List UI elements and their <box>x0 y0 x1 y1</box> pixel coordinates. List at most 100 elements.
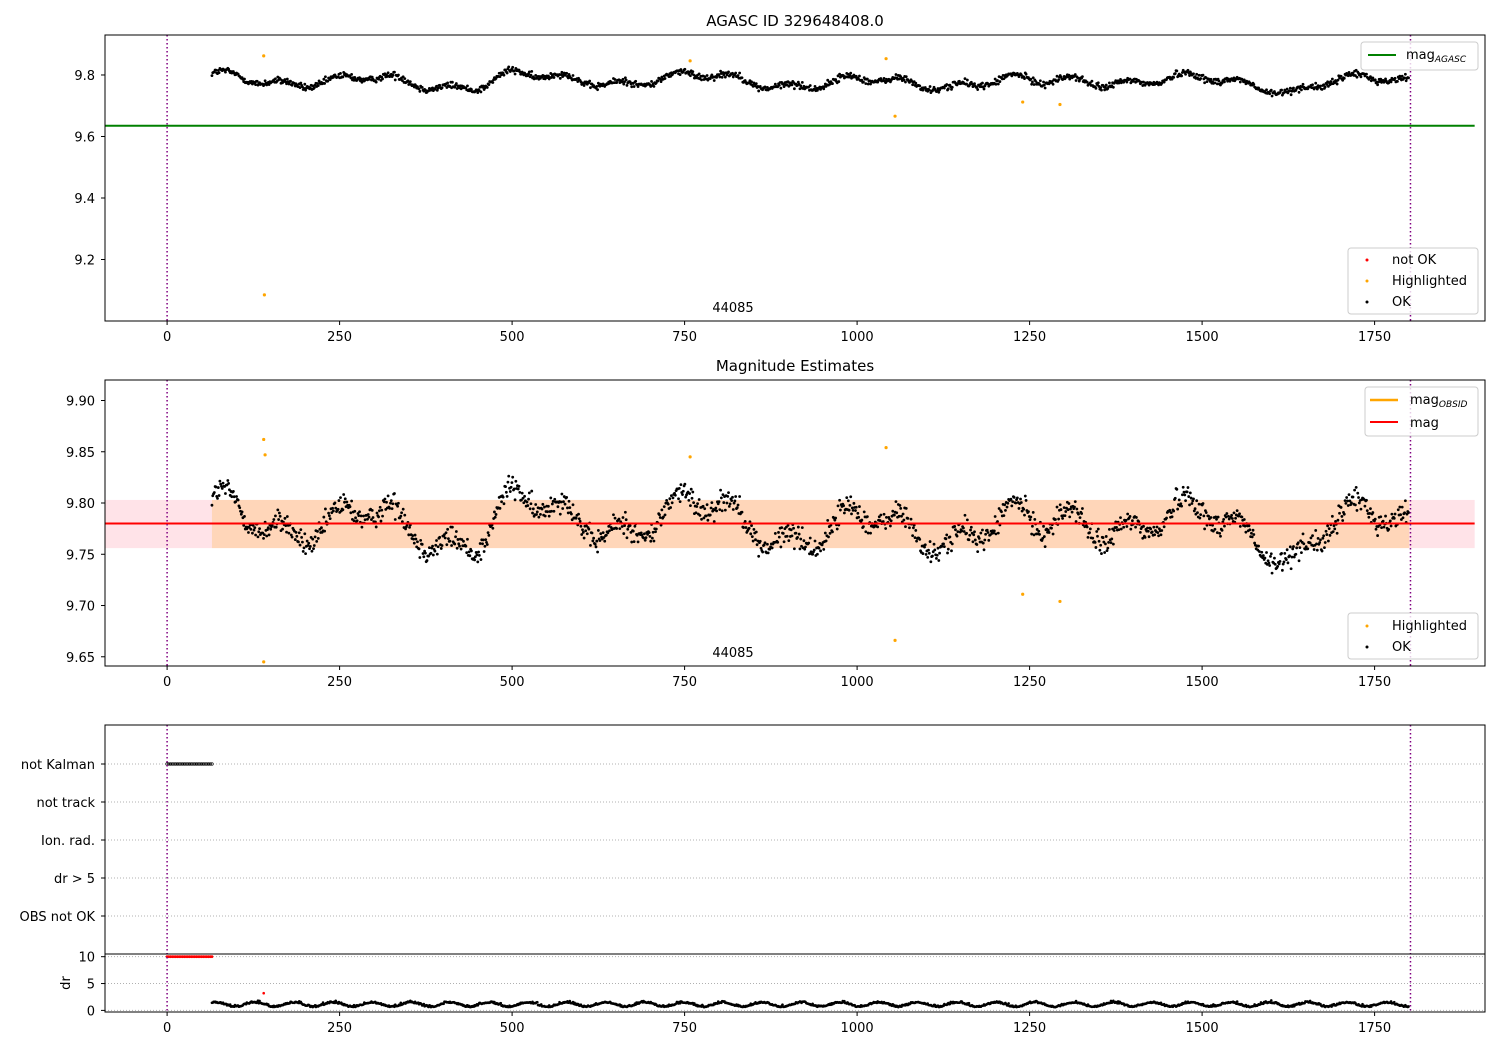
ok-point <box>1292 545 1295 548</box>
ok-point <box>313 535 317 539</box>
ok-point <box>862 80 865 84</box>
ok-point <box>258 527 261 531</box>
ok-point <box>1357 501 1361 505</box>
ok-point <box>1058 503 1062 507</box>
ok-point <box>651 530 655 534</box>
ok-point <box>324 507 327 511</box>
ok-point <box>1235 509 1239 513</box>
ok-point <box>383 497 387 501</box>
ok-point <box>512 487 516 491</box>
ok-point <box>1306 547 1310 551</box>
ok-point <box>1031 524 1034 528</box>
ok-point <box>1321 536 1325 540</box>
ok-point <box>549 72 553 75</box>
ok-point <box>360 525 364 529</box>
ok-point <box>534 503 538 506</box>
ok-point <box>1199 513 1203 517</box>
ok-point <box>603 539 607 543</box>
ok-point <box>633 524 637 528</box>
ok-point <box>1159 533 1163 537</box>
ok-point <box>1250 531 1253 535</box>
ok-point <box>1073 505 1076 509</box>
ok-point <box>621 516 625 519</box>
ok-point <box>1119 527 1123 531</box>
ok-point <box>512 69 516 73</box>
flag-point <box>167 762 171 766</box>
ok-point <box>210 74 214 78</box>
ok-point <box>477 550 480 554</box>
ok-point <box>1222 517 1226 521</box>
dr-xtick-label: 0 <box>163 1021 171 1036</box>
ok-point <box>876 525 880 529</box>
ok-point <box>1059 508 1063 511</box>
ok-point <box>942 86 946 90</box>
ok-point <box>1404 79 1408 83</box>
ok-point <box>1401 516 1405 520</box>
ok-point <box>1339 74 1343 78</box>
ok-point <box>666 502 670 506</box>
ok-point <box>1043 545 1047 548</box>
ok-point <box>865 515 869 519</box>
ok-point <box>370 518 373 521</box>
ok-point <box>1350 501 1353 505</box>
ok-point <box>386 494 390 498</box>
ok-point <box>420 85 424 89</box>
ok-point <box>470 549 473 553</box>
ok-point <box>1335 531 1339 535</box>
ok-point <box>1186 486 1190 489</box>
ok-point <box>470 87 473 91</box>
dr-point <box>228 1003 232 1006</box>
ok-point <box>697 72 701 76</box>
ok-point <box>834 516 838 520</box>
ok-point <box>507 65 511 69</box>
ok-point <box>790 83 794 87</box>
ok-point <box>389 499 393 503</box>
ok-point <box>981 541 985 545</box>
ok-point <box>1195 499 1199 503</box>
ok-point <box>559 500 563 504</box>
ok-point <box>507 474 511 478</box>
ok-point <box>1315 548 1319 552</box>
ok-point <box>1002 514 1006 518</box>
legend-box <box>1347 247 1479 315</box>
ok-point <box>216 486 220 489</box>
ok-point <box>630 85 634 89</box>
ok-point <box>339 71 342 75</box>
dr-point <box>1407 1005 1410 1008</box>
ok-point <box>882 512 886 516</box>
ok-point <box>1403 76 1406 80</box>
ok-point <box>727 491 730 495</box>
ok-point <box>300 536 304 539</box>
ok-point <box>1211 529 1215 533</box>
ok-point <box>1318 541 1322 544</box>
ok-point <box>1122 525 1126 529</box>
ok-point <box>465 551 469 555</box>
ok-point <box>715 75 719 79</box>
ok-point <box>708 77 712 80</box>
ok-point <box>1137 520 1141 524</box>
ok-point <box>1277 562 1281 566</box>
ok-point <box>612 513 615 517</box>
ok-point <box>456 538 460 541</box>
ok-point <box>720 75 724 79</box>
ok-point <box>552 76 556 79</box>
ok-point <box>1330 514 1334 518</box>
ok-point <box>1035 528 1039 531</box>
ok-point <box>527 70 531 74</box>
ok-point <box>692 501 696 505</box>
ok-point <box>1252 533 1256 536</box>
ok-point <box>797 532 801 536</box>
magnitude-panel-obsid-label: 44085 <box>712 646 753 661</box>
ok-point <box>1111 85 1115 89</box>
ok-point <box>375 511 379 515</box>
dr-point <box>258 999 261 1003</box>
ok-point <box>1042 524 1045 528</box>
magnitude-ytick-label: 9.85 <box>66 446 95 461</box>
ok-point <box>498 75 502 78</box>
ok-point <box>803 547 807 551</box>
ok-point <box>1088 531 1091 535</box>
ok-point <box>366 517 369 521</box>
ok-point <box>217 71 221 75</box>
ok-point <box>220 484 223 488</box>
ok-point <box>349 511 353 515</box>
